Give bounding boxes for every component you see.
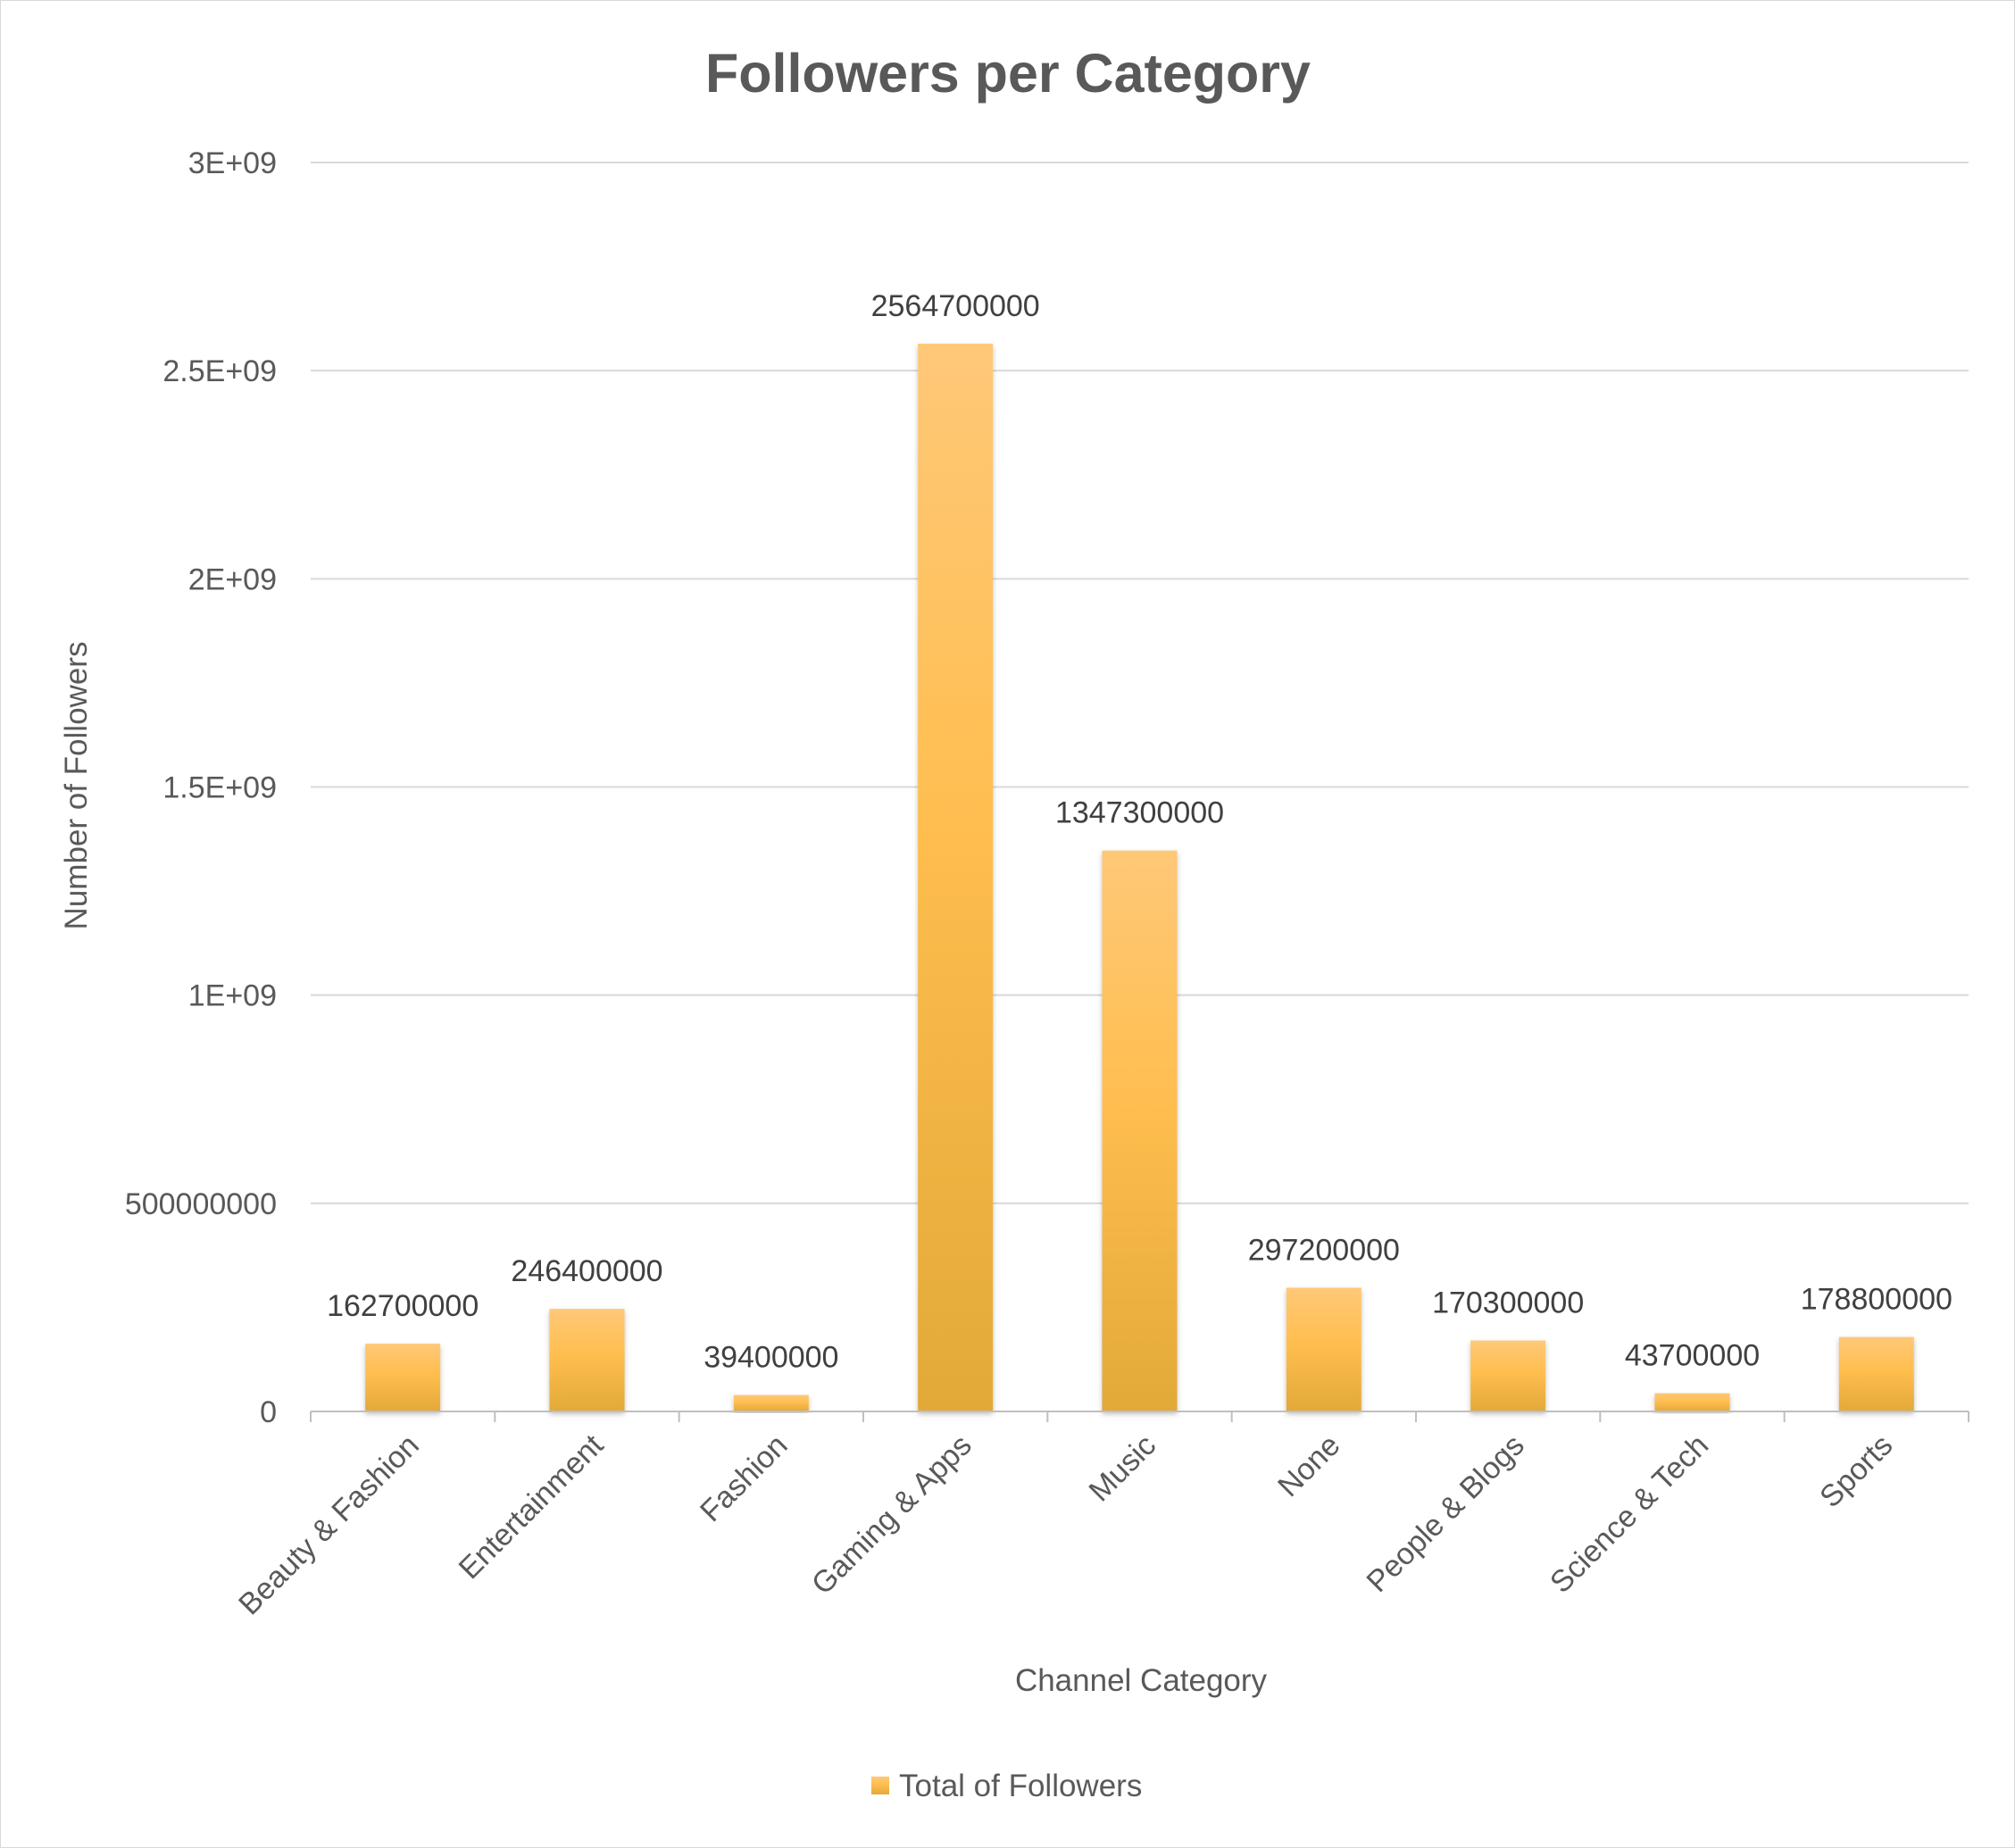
x-tick-label: Music — [1082, 1428, 1162, 1509]
data-labels: 162700000 246400000 39400000 2564700000 1347… — [327, 289, 1953, 1375]
y-tick-label: 2E+09 — [188, 562, 277, 596]
x-axis: Beauty & Fashion Entertainment Fashion Gami… — [232, 1411, 1969, 1621]
y-tick-label: 500000000 — [125, 1187, 277, 1221]
data-label: 170300000 — [1432, 1286, 1584, 1320]
data-label: 43700000 — [1625, 1339, 1760, 1373]
x-tick-label: None — [1271, 1428, 1346, 1503]
data-label: 2564700000 — [871, 289, 1040, 323]
bar — [549, 1309, 625, 1411]
x-tick-label: People & Blogs — [1361, 1428, 1531, 1599]
x-tick-label: Science & Tech — [1544, 1428, 1715, 1600]
x-tick-label: Fashion — [694, 1428, 794, 1528]
gridlines — [311, 162, 1969, 1204]
y-tick-label: 1E+09 — [188, 979, 277, 1013]
y-axis-ticks: 0 500000000 1E+09 1.5E+09 2E+09 2.5E+09 3E+09 — [125, 146, 277, 1429]
chart-title: Followers per Category — [705, 43, 1311, 104]
legend-label: Total of Followers — [899, 1769, 1142, 1803]
y-tick-label: 0 — [260, 1395, 277, 1429]
y-axis-title: Number of Followers — [59, 642, 94, 930]
bar — [1654, 1393, 1730, 1411]
y-tick-label: 2.5E+09 — [162, 354, 277, 388]
bars — [365, 343, 1914, 1412]
x-tick-label: Entertainment — [453, 1428, 611, 1586]
legend: Total of Followers — [871, 1769, 1142, 1803]
x-tick-label: Gaming & Apps — [805, 1428, 978, 1602]
data-label: 246400000 — [511, 1254, 662, 1288]
bar — [1838, 1336, 1914, 1411]
data-label: 178800000 — [1801, 1283, 1953, 1317]
x-tick-label: Sports — [1813, 1428, 1899, 1514]
y-tick-label: 3E+09 — [188, 146, 277, 180]
x-axis-title: Channel Category — [1015, 1663, 1268, 1698]
data-label: 297200000 — [1248, 1233, 1400, 1267]
bar — [1470, 1340, 1546, 1411]
data-label: 39400000 — [704, 1341, 838, 1375]
bar — [1286, 1287, 1361, 1411]
bar — [918, 343, 994, 1412]
bar — [365, 1344, 441, 1411]
bar — [733, 1394, 809, 1411]
data-label: 162700000 — [327, 1289, 479, 1323]
y-tick-label: 1.5E+09 — [162, 771, 277, 805]
bar — [1102, 850, 1178, 1411]
legend-swatch — [871, 1777, 889, 1794]
x-tick-label: Beauty & Fashion — [232, 1428, 426, 1622]
data-label: 1347300000 — [1055, 796, 1224, 830]
